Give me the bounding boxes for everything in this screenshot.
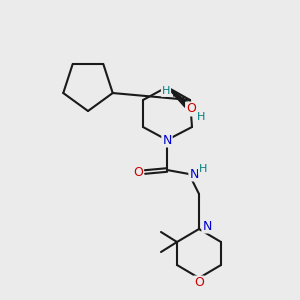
Text: O: O xyxy=(194,277,204,290)
Text: H: H xyxy=(199,164,207,174)
Text: O: O xyxy=(186,103,196,116)
Text: H: H xyxy=(162,86,170,96)
Text: N: N xyxy=(189,167,199,181)
Text: N: N xyxy=(162,134,172,146)
Text: N: N xyxy=(202,220,212,232)
Text: H: H xyxy=(197,112,205,122)
Polygon shape xyxy=(167,87,189,107)
Text: O: O xyxy=(133,166,143,178)
